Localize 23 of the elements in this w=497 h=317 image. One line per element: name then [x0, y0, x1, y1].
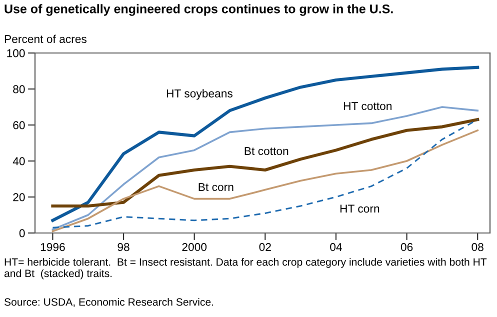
y-axis-title: Percent of acres [4, 34, 87, 44]
y-tick-label: 100 [7, 49, 25, 58]
y-tick-label: 80 [13, 85, 25, 94]
chart-title: Use of genetically engineered crops continues to grow in the U.S. [4, 4, 393, 16]
series-label: Bt corn [198, 183, 234, 192]
series-label: HT cotton [344, 102, 392, 110]
x-tick-label: 98 [118, 243, 130, 252]
series-label: HT soybeans [166, 89, 232, 100]
y-tick-label: 20 [13, 193, 25, 202]
series-label: Bt cotton [244, 147, 288, 156]
series-label: HT corn [340, 204, 380, 213]
line-series [51, 66, 480, 222]
y-tick-label: 60 [13, 121, 25, 130]
x-tick-label: 04 [330, 243, 342, 252]
x-tick-label: 1996 [40, 243, 65, 252]
y-tick-label: 0 [19, 229, 25, 238]
y-tick-label: 40 [12, 157, 25, 166]
source-note: Source: USDA, Economic Research Service. [4, 298, 214, 307]
x-tick-label: 08 [472, 243, 484, 252]
x-tick-label: 02 [259, 243, 271, 252]
text: HT= herbicide tolerant. Bt = Insect resistant. Data for each crop category include varieties with both HT and Bt (stacked) traits. [4, 258, 487, 280]
x-tick-label: 2000 [182, 243, 207, 252]
x-tick-label: 06 [400, 243, 413, 252]
